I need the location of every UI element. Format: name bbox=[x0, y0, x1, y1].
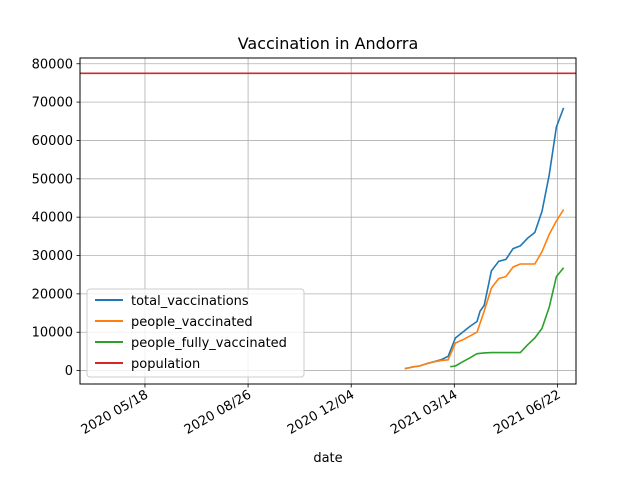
series-line-people-vaccinated bbox=[404, 209, 565, 370]
legend-label-people-vaccinated: people_vaccinated bbox=[131, 315, 253, 330]
y-tick-label: 80000 bbox=[32, 57, 73, 72]
chart-title: Vaccination in Andorra bbox=[238, 34, 419, 53]
legend-label-total-vaccinations: total_vaccinations bbox=[131, 294, 249, 309]
y-tick-label: 40000 bbox=[32, 211, 73, 226]
y-tick-label: 70000 bbox=[32, 96, 73, 111]
legend-label-population: population bbox=[131, 357, 200, 372]
x-axis-label: date bbox=[313, 451, 342, 466]
y-tick-label: 20000 bbox=[32, 287, 73, 302]
plot-frame bbox=[79, 57, 577, 385]
legend-label-people-fully-vaccinated: people_fully_vaccinated bbox=[131, 336, 287, 351]
series-lines bbox=[80, 72, 576, 370]
legend: total_vaccinations people_vaccinated peo… bbox=[86, 288, 305, 378]
series-line-people-fully-vaccinated bbox=[450, 267, 565, 368]
legend-box bbox=[86, 288, 305, 378]
y-tick-label: 60000 bbox=[32, 134, 73, 149]
y-tick-label: 0 bbox=[65, 364, 73, 379]
y-tick-label: 30000 bbox=[32, 249, 73, 264]
y-tick-label: 50000 bbox=[32, 172, 73, 187]
y-tick-label: 10000 bbox=[32, 326, 73, 341]
